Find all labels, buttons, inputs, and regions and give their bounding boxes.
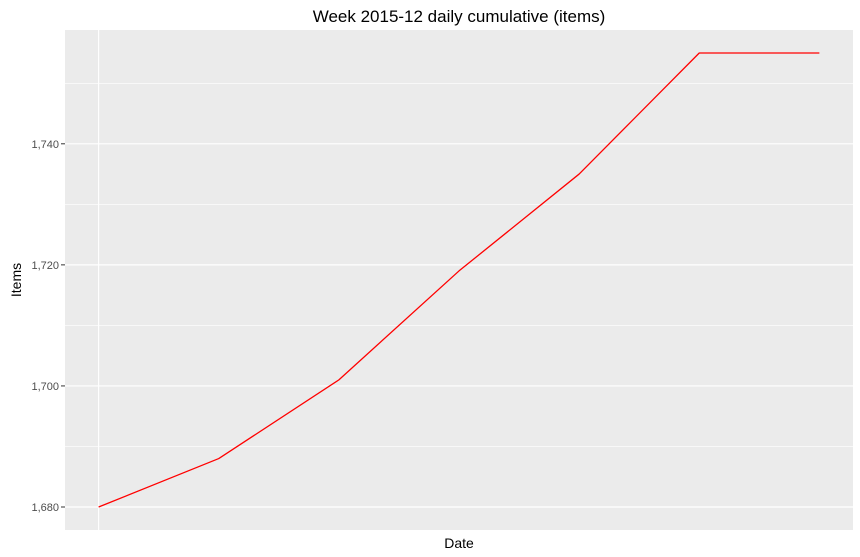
y-tick-label: 1,680 xyxy=(31,502,59,514)
x-axis-label: Date xyxy=(444,535,474,551)
y-tick-label: 1,740 xyxy=(31,139,59,151)
series-line xyxy=(98,52,820,508)
y-tick-label: 1,720 xyxy=(31,260,59,272)
series-group xyxy=(98,52,820,508)
y-axis-ticks: 1,680 1,700 1,720 1,740 xyxy=(31,139,65,514)
chart-title: Week 2015-12 daily cumulative (items) xyxy=(313,7,606,26)
grid-major xyxy=(65,30,853,530)
plot-panel xyxy=(65,30,853,530)
grid-minor xyxy=(65,82,853,447)
y-axis-label: Items xyxy=(8,263,24,297)
y-tick-label: 1,700 xyxy=(31,381,59,393)
